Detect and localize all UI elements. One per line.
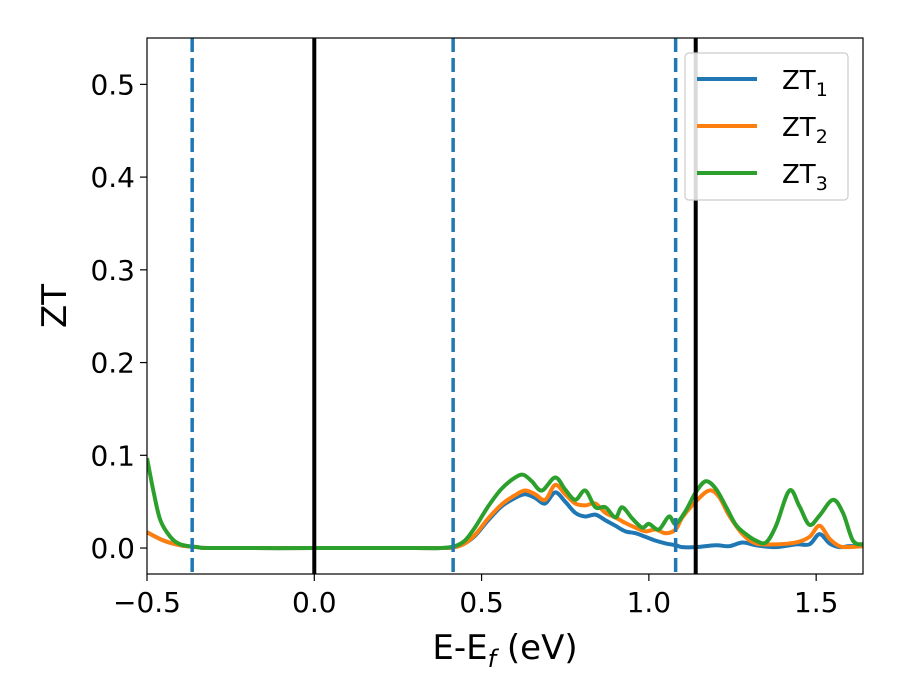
x-tick-label-0: −0.5 — [113, 586, 181, 619]
y-tick-label-5: 0.5 — [90, 68, 135, 101]
legend-label-1: ZT1 — [782, 66, 828, 101]
legend: ZT1 ZT2 ZT3 — [684, 52, 849, 201]
y-tick-label-0: 0.0 — [90, 532, 135, 565]
y-axis-label: ZT — [35, 284, 75, 328]
legend-label-3: ZT3 — [782, 160, 828, 195]
y-tick-label-4: 0.4 — [90, 161, 135, 194]
y-tick-label-2: 0.2 — [90, 347, 135, 380]
axes-frame — [146, 37, 864, 575]
legend-box — [684, 52, 849, 201]
x-tick-label-2: 0.5 — [459, 586, 504, 619]
series-line-3 — [147, 457, 863, 551]
x-tick-label-3: 1.0 — [627, 586, 672, 619]
ticks: −0.5 0.0 0.5 1.0 1.5 0.0 0.1 0.2 0.3 0.4 0.5 — [90, 68, 838, 619]
x-tick-label-4: 1.5 — [794, 586, 839, 619]
x-axis-label: E-Ef (eV) — [432, 628, 577, 673]
x-tick-label-1: 0.0 — [292, 586, 337, 619]
y-tick-label-1: 0.1 — [90, 439, 135, 472]
legend-label-2: ZT2 — [782, 113, 828, 148]
axes — [146, 37, 864, 575]
axis-labels: E-Ef (eV) ZT — [35, 284, 578, 673]
y-tick-label-3: 0.3 — [90, 254, 135, 287]
